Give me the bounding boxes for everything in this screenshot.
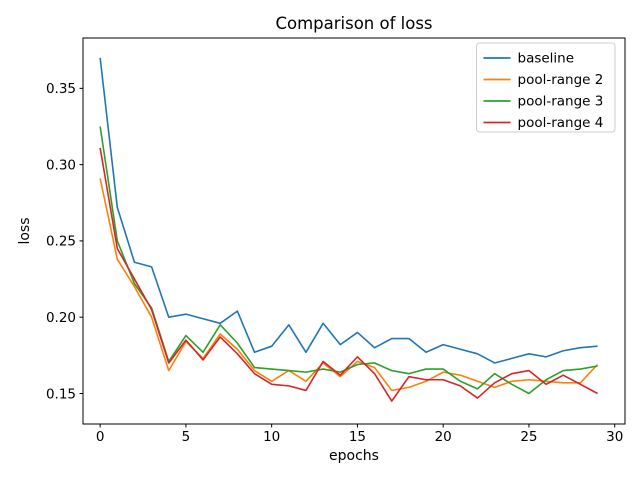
x-axis-ticks: 0 5 10 15 20 25 30 <box>96 424 623 445</box>
legend-label: baseline <box>518 51 575 67</box>
legend-item-baseline: baseline <box>483 51 575 67</box>
x-tick-label: 30 <box>606 429 623 445</box>
y-axis-label: loss <box>17 217 33 244</box>
y-tick-label: 0.20 <box>46 310 76 326</box>
x-tick-label: 20 <box>435 429 452 445</box>
y-tick-label: 0.25 <box>46 234 76 250</box>
y-tick-label: 0.30 <box>46 157 76 173</box>
y-axis-ticks: 0.15 0.20 0.25 0.30 0.35 <box>46 81 83 402</box>
axes-frame <box>82 37 626 425</box>
legend-item-pool-range-2: pool-range 2 <box>483 72 604 88</box>
y-tick-label: 0.15 <box>46 386 76 402</box>
legend-label: pool-range 3 <box>518 94 604 110</box>
legend-box <box>476 42 616 133</box>
y-tick-label: 0.35 <box>46 81 76 97</box>
legend-label: pool-range 2 <box>518 72 604 88</box>
x-tick-label: 0 <box>96 429 105 445</box>
legend-label: pool-range 4 <box>518 115 604 131</box>
series-lines <box>99 57 599 402</box>
legend-item-pool-range-3: pool-range 3 <box>483 94 604 110</box>
chart-title: Comparison of loss <box>275 14 432 33</box>
series-line-pool-range-3 <box>99 126 598 395</box>
series-line-pool-range-4 <box>99 147 598 402</box>
x-tick-label: 15 <box>349 429 366 445</box>
series-line-baseline <box>99 57 598 364</box>
x-tick-label: 25 <box>520 429 537 445</box>
x-tick-label: 5 <box>182 429 191 445</box>
x-tick-label: 10 <box>263 429 280 445</box>
legend-item-pool-range-4: pool-range 4 <box>483 115 604 131</box>
legend: baseline pool-range 2 pool-range 3 pool-ran… <box>476 42 616 133</box>
x-axis-label: epochs <box>329 448 379 464</box>
